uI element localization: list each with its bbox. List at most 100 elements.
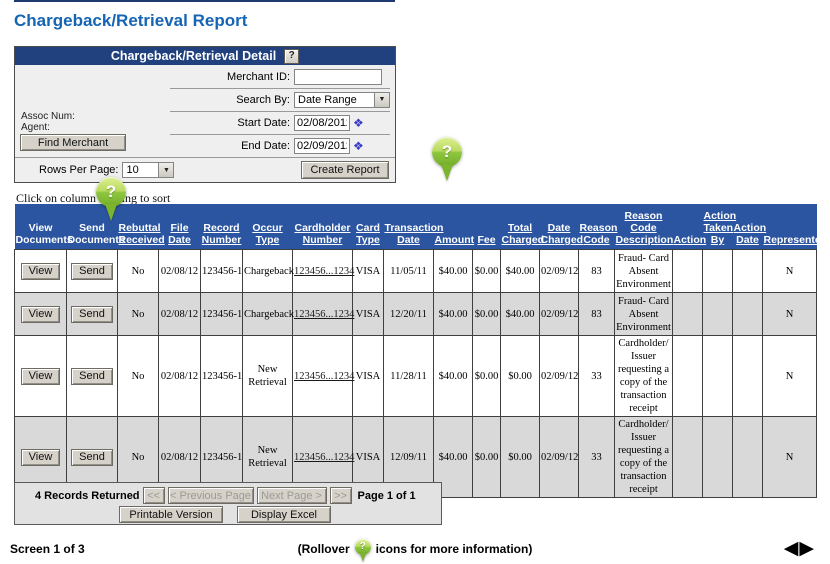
date-picker-icon[interactable]: ❖ [353, 138, 364, 153]
chevron-down-icon: ▼ [374, 92, 389, 107]
column-header-fee[interactable]: Fee [472, 204, 501, 250]
cell-transaction-date: 12/20/11 [383, 292, 434, 336]
merchant-info: Assoc Num: Agent: [21, 111, 75, 133]
cell-record-number: 123456-1 [200, 292, 243, 336]
column-header-total-charged[interactable]: Total Charged [500, 204, 544, 250]
cell-file-date: 02/08/12 [158, 249, 201, 293]
pagination-panel: 4 Records Returned << < Previous Page Ne… [14, 482, 442, 525]
export-controls: Printable Version Display Excel [15, 506, 441, 523]
previous-screen-arrow-icon[interactable]: ◀ [783, 538, 799, 559]
balloon-tail [359, 553, 366, 562]
screen-indicator: Screen 1 of 3 [10, 542, 85, 556]
last-page-button[interactable]: >> [329, 487, 352, 504]
printable-version-button[interactable]: Printable Version [119, 506, 223, 523]
next-page-button[interactable]: Next Page > [256, 487, 327, 504]
cell-card-type: VISA [352, 249, 384, 293]
rows-per-page-label: Rows Per Page: [39, 164, 119, 176]
search-by-label: Search By: [236, 93, 290, 106]
cell-reason-code: 83 [578, 292, 615, 336]
column-header-reason-code-description[interactable]: Reason Code Description [614, 204, 673, 250]
column-header-action[interactable]: Action [672, 204, 706, 250]
search-by-row: Search By: Date Range ▼ [170, 88, 390, 112]
panel-help-icon[interactable]: ? [284, 48, 300, 64]
cell-amount: $40.00 [433, 249, 473, 293]
cardholder-number-link[interactable]: 123456...1234 [294, 370, 355, 382]
cell-rebuttal: No [117, 249, 159, 293]
column-header-record-number[interactable]: Record Number [200, 204, 243, 250]
column-header-action-date[interactable]: Action Date [732, 204, 766, 250]
records-returned-label: 4 Records Returned [35, 489, 140, 502]
cell-date-charged: 02/09/12 [539, 249, 579, 293]
search-by-select[interactable]: Date Range ▼ [294, 91, 390, 108]
cell-represented: N [762, 292, 817, 336]
page-indicator: Page 1 of 1 [357, 489, 416, 502]
cell-rebuttal: No [117, 335, 159, 417]
create-report-button[interactable]: Create Report [301, 161, 389, 179]
cell-action [672, 335, 703, 417]
cell-file-date: 02/08/12 [158, 292, 201, 336]
send-button[interactable]: Send [71, 367, 113, 385]
end-date-input[interactable] [294, 137, 350, 154]
merchant-id-input[interactable] [294, 68, 382, 85]
cell-action-taken-by [702, 292, 733, 336]
cell-occur-type: New Retrieval [242, 335, 293, 417]
balloon-tail [441, 164, 453, 181]
cell-transaction-date: 11/05/11 [383, 249, 434, 293]
cell-occur-type: Chargeback [242, 292, 294, 336]
panel-title: Chargeback/Retrieval Detail [110, 49, 277, 63]
rows-per-page-select[interactable]: 10 ▼ [122, 162, 175, 178]
start-date-input[interactable] [294, 114, 350, 131]
table-row: View Send No 02/08/12 123456-1 New Retri… [14, 416, 817, 498]
previous-page-button[interactable]: < Previous Page [167, 487, 254, 504]
cell-record-number: 123456-1 [200, 249, 243, 293]
assoc-num-label: Assoc Num: [21, 111, 75, 122]
next-screen-arrow-icon[interactable]: ▶ [799, 538, 814, 559]
rollover-prefix: (Rollover [297, 542, 350, 556]
question-mark-icon: ? [432, 137, 462, 167]
table-header-row: View Documents Send Documents Rebuttal R… [14, 204, 827, 250]
column-header-amount[interactable]: Amount [433, 204, 474, 250]
display-excel-button[interactable]: Display Excel [237, 506, 331, 523]
send-button[interactable]: Send [71, 305, 113, 323]
table-row: View Send No 02/08/12 123456-1 New Retri… [14, 335, 817, 417]
cardholder-number-link[interactable]: 123456...1234 [294, 265, 355, 277]
date-picker-icon[interactable]: ❖ [353, 115, 364, 130]
column-header-card-type[interactable]: Card Type [352, 204, 384, 250]
column-header-action-taken-by[interactable]: Action Taken By [702, 204, 736, 250]
column-header-represented[interactable]: Represented [762, 204, 827, 250]
first-page-button[interactable]: << [142, 487, 165, 504]
help-balloon-icon[interactable]: ? [432, 137, 462, 181]
view-button[interactable]: View [20, 262, 61, 280]
view-button[interactable]: View [20, 305, 61, 323]
view-button[interactable]: View [20, 367, 61, 385]
column-header-file-date[interactable]: File Date [158, 204, 201, 250]
send-button[interactable]: Send [71, 262, 113, 280]
cell-fee: $0.00 [472, 249, 501, 293]
report-options-row: Rows Per Page: 10 ▼ Create Report [15, 158, 395, 182]
column-header-transaction-date[interactable]: Transaction Date [383, 204, 443, 250]
cell-reason-code: 33 [578, 416, 615, 498]
column-header-date-charged[interactable]: Date Charged [539, 204, 583, 250]
column-header-reason-code[interactable]: Reason Code [578, 204, 617, 250]
column-header-rebuttal-received[interactable]: Rebuttal Received [117, 204, 165, 250]
cell-amount: $40.00 [433, 335, 473, 417]
column-header-occur-type[interactable]: Occur Type [242, 204, 293, 250]
chevron-down-icon: ▼ [158, 163, 174, 177]
cell-represented: N [762, 249, 817, 293]
sort-hint-text: Click on column heading to sort [16, 191, 171, 205]
cell-reason-description: Fraud- Card Absent Environment [614, 292, 673, 336]
column-header-cardholder-number[interactable]: Cardholder Number [292, 204, 353, 250]
send-button[interactable]: Send [71, 448, 113, 466]
cell-file-date: 02/08/12 [158, 335, 201, 417]
cardholder-number-link[interactable]: 123456...1234 [294, 308, 355, 320]
cell-view: View [14, 335, 67, 417]
cell-action [672, 292, 703, 336]
cell-reason-description: Fraud- Card Absent Environment [614, 249, 673, 293]
screen-navigation: ◀ ▶ [784, 538, 814, 560]
panel-header: Chargeback/Retrieval Detail ? [15, 47, 395, 65]
cardholder-number-link[interactable]: 123456...1234 [294, 451, 355, 463]
cell-action-taken-by [702, 335, 733, 417]
view-button[interactable]: View [20, 448, 61, 466]
find-merchant-button[interactable]: Find Merchant [20, 134, 126, 151]
help-balloon-icon[interactable]: ? [96, 177, 126, 221]
